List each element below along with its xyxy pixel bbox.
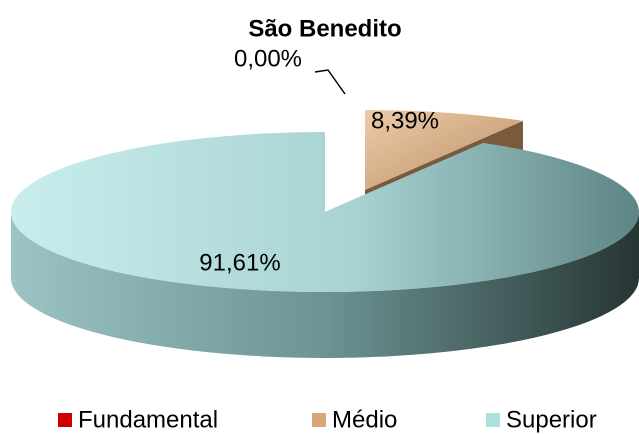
legend: Fundamental Médio Superior: [58, 406, 597, 433]
chart-title: São Benedito: [248, 15, 401, 42]
data-label: 0,00%: [234, 45, 302, 72]
data-label: 91,61%: [199, 249, 280, 276]
data-label: 8,39%: [371, 107, 439, 134]
legend-swatch: [58, 413, 72, 427]
legend-swatch: [312, 413, 326, 427]
legend-label: Fundamental: [78, 406, 218, 433]
leader-line: [314, 69, 346, 95]
slice: [11, 132, 639, 358]
slice-side: [11, 212, 639, 358]
slice-top: [11, 132, 639, 292]
legend-label: Superior: [506, 406, 597, 433]
labels: 0,00% 8,39% 91,61%: [199, 45, 439, 276]
legend-swatch: [486, 413, 500, 427]
pie: [11, 110, 639, 358]
slice-top: [365, 110, 523, 190]
legend-label: Médio: [332, 406, 397, 433]
